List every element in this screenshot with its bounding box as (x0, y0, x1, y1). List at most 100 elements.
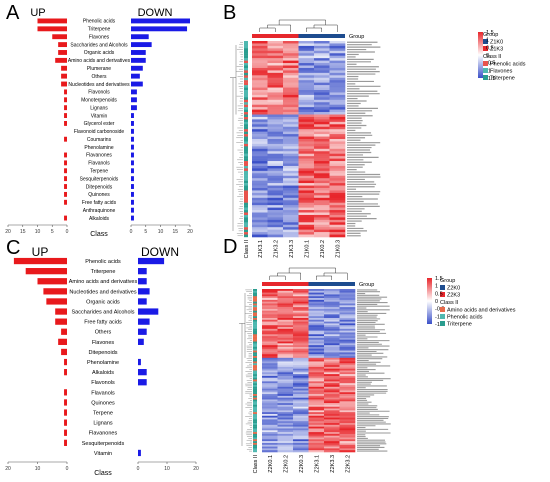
heatmap-d-cell (324, 446, 340, 449)
heatmap-b-cell (283, 116, 299, 120)
heatmap-b-cell (329, 75, 346, 79)
heatmap-d-cell (293, 397, 309, 400)
heatmap-b-cell (314, 134, 330, 137)
chart-c-category-label: Flavanols (91, 390, 115, 396)
chart-c-up-bar (64, 429, 67, 436)
heatmap-d-class-cell (253, 359, 257, 362)
heatmap-d-cell (339, 403, 356, 406)
heatmap-b-cell (267, 75, 284, 79)
heatmap-b-sample-label: Z1K0.3 (335, 240, 341, 258)
heatmap-d-class-cell (253, 357, 257, 360)
heatmap-b-cell (298, 207, 315, 211)
heatmap-d-cell (262, 289, 278, 292)
heatmap-b-cell (252, 50, 268, 54)
heatmap-b-cell (298, 168, 315, 172)
heatmap-d-cell (339, 412, 356, 415)
heatmap-b-cell (267, 158, 284, 162)
heatmap-d-cell (339, 359, 356, 362)
heatmap-b-scale-tick: 1.5 (486, 30, 494, 36)
heatmap-d-cell (293, 375, 309, 379)
chart-c-down-bar (138, 318, 150, 325)
heatmap-d-cell (262, 399, 278, 402)
heatmap-b-cell (267, 188, 284, 191)
chart-c-down-bar (138, 288, 150, 295)
heatmap-d-cell (262, 366, 278, 369)
heatmap-d-cell (262, 305, 278, 308)
heatmap-d-cell (308, 388, 325, 391)
heatmap-b-class-cell (244, 139, 248, 142)
heatmap-d-cell (277, 343, 294, 346)
heatmap-b-cell (267, 229, 284, 233)
heatmap-d-cell (339, 307, 356, 310)
heatmap-b-cell (329, 58, 346, 61)
heatmap-b-cell (314, 85, 330, 88)
heatmap-d-cell (308, 334, 325, 337)
heatmap-b-cell (267, 165, 284, 169)
heatmap-d-cell (262, 336, 278, 339)
heatmap-b-cell (252, 156, 268, 159)
heatmap-b-cell (283, 70, 299, 74)
heatmap-d-cell (262, 334, 278, 337)
heatmap-b-cell (329, 232, 346, 235)
chart-a-up-bar (37, 26, 67, 32)
chart-a-up-tick-label: 15 (20, 229, 26, 235)
heatmap-b-cell (252, 224, 268, 228)
heatmap-b-cell (283, 234, 299, 238)
heatmap-d-cell (277, 310, 294, 313)
heatmap-d-cell (293, 363, 309, 366)
heatmap-b-class-cell (244, 190, 248, 194)
heatmap-d-legend-class-swatch (440, 307, 445, 312)
heatmap-d-cell (308, 317, 325, 321)
heatmap-d-cell (324, 294, 340, 297)
heatmap-d-class-axis-label: Class II (253, 455, 259, 474)
heatmap-b-cell (314, 121, 330, 125)
heatmap-b-legend-class-title: Class II (483, 54, 502, 60)
heatmap-d-cell (308, 439, 325, 442)
chart-c-down-bar (138, 338, 144, 345)
heatmap-d-cell (262, 419, 278, 422)
heatmap-d-cell (262, 357, 278, 360)
heatmap-d-cell (308, 290, 325, 293)
heatmap-b-cell (252, 190, 268, 194)
heatmap-b-cell (298, 190, 315, 194)
heatmap-d-cell (277, 379, 294, 382)
heatmap-d-cell (339, 372, 356, 375)
heatmap-b-cell (298, 224, 315, 228)
heatmap-b-cell (298, 227, 315, 230)
chart-a-down-bar (131, 26, 188, 32)
heatmap-b-cell (314, 143, 330, 147)
heatmap-d-class-cell (253, 341, 257, 344)
heatmap-d-cell (293, 301, 309, 304)
heatmap-b-cell (298, 82, 315, 86)
heatmap-d-cell (308, 374, 325, 377)
heatmap-d-cell (277, 356, 294, 359)
heatmap-b-cell (329, 163, 346, 167)
heatmap-b-cell (252, 168, 268, 172)
heatmap-b-cell (283, 141, 299, 145)
chart-c-category-label: Flavonols (91, 380, 115, 386)
heatmap-d-cell (277, 413, 294, 417)
heatmap-d-cell (324, 404, 340, 408)
chart-c-category-label: Saccharides and Alcohols (72, 309, 135, 315)
chart-a-category-label: Phenolic acids (83, 19, 116, 25)
heatmap-d-cell (339, 337, 356, 341)
heatmap-d-cell (339, 314, 356, 317)
heatmap-b-cell (298, 121, 315, 125)
panel-letter-d: D (223, 236, 238, 258)
heatmap-d-cell (308, 381, 325, 384)
heatmap-d-cell (293, 384, 309, 388)
heatmap-d-cell (293, 433, 309, 436)
heatmap-b-cell (252, 55, 268, 59)
heatmap-d-cell (293, 343, 309, 346)
heatmap-d-cell (308, 332, 325, 335)
heatmap-b-cell (329, 129, 346, 132)
heatmap-d-class-cell (253, 352, 257, 355)
heatmap-b-cell (329, 227, 346, 230)
chart-c-up-bar (37, 278, 67, 285)
heatmap-b-class-cell (244, 214, 248, 218)
heatmap-b-class-cell (244, 41, 248, 44)
heatmap-d-cell (262, 392, 278, 395)
heatmap-b-cell (314, 200, 330, 203)
heatmap-b-cell (252, 87, 268, 91)
heatmap-b-cell (314, 188, 330, 191)
